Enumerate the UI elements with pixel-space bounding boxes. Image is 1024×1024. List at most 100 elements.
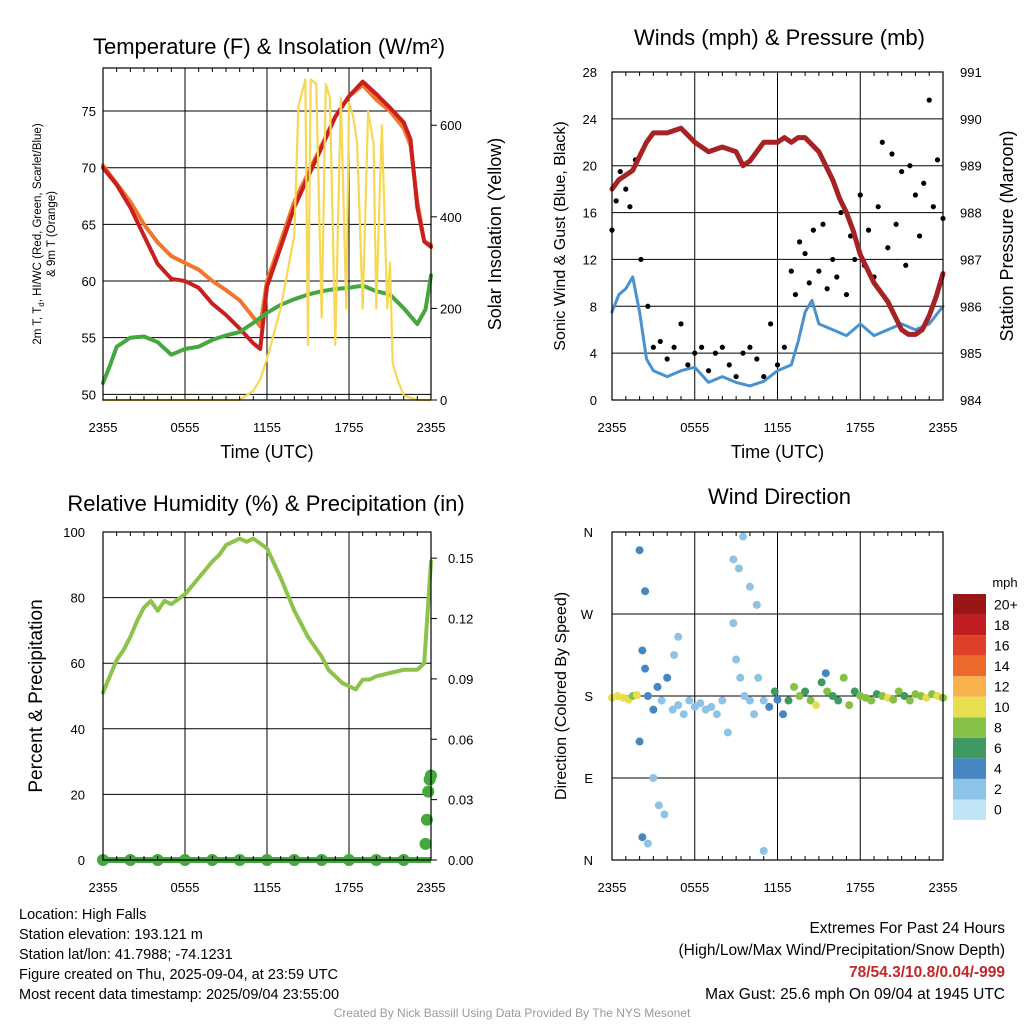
temperature-x-tick-label: 2355: [417, 420, 446, 435]
station-info: Location: High Falls Station elevation: …: [19, 905, 339, 1005]
winds-gust-point: [768, 321, 774, 327]
humidity-panel: 0 20 40 60 80 100 0.00 0.03 0.06 0.09 0.12 0.15 2355…: [26, 491, 473, 895]
direction-point: [823, 687, 832, 696]
direction-y-tick-label: E: [584, 771, 593, 786]
direction-point: [654, 801, 663, 810]
colorbar-label: 10: [994, 699, 1010, 715]
credit-line: Created By Nick Bassill Using Data Provi…: [333, 1006, 691, 1020]
winds-gust-point: [627, 204, 633, 210]
winds-gust-point: [796, 239, 803, 245]
winds-gust-point: [916, 233, 923, 239]
direction-point: [900, 692, 909, 700]
direction-point: [641, 587, 650, 596]
direction-point: [670, 651, 679, 659]
winds-gust-point: [726, 362, 732, 368]
humidity-x-tick-label: 2355: [417, 880, 446, 895]
winds-gust-point: [613, 198, 619, 204]
winds-title: Winds (mph) & Pressure (mb): [634, 25, 925, 50]
winds-right-tick-label: 991: [960, 65, 982, 80]
direction-point: [759, 696, 768, 705]
direction-point: [729, 555, 738, 564]
winds-gust-point: [788, 268, 794, 274]
temperature-series-2m-t: [101, 79, 433, 351]
temperature-title: Temperature (F) & Insolation (W/m²): [93, 34, 445, 59]
colorbar-swatch: [953, 635, 986, 656]
direction-point: [759, 846, 768, 855]
direction-point: [745, 582, 754, 591]
winds-gust-point: [834, 274, 840, 280]
direction-point: [889, 695, 898, 704]
humidity-x-tick-label: 1155: [253, 880, 281, 895]
colorbar-label: 0: [994, 802, 1002, 818]
temperature-y-axis-line2: & 9m T (Orange): [46, 191, 58, 277]
winds-gust-point: [712, 350, 719, 356]
colorbar-swatch: [953, 594, 986, 615]
direction-point: [712, 710, 721, 719]
colorbar-label: 20+: [994, 596, 1018, 612]
winds-right-tick-label: 986: [960, 299, 982, 314]
winds-gust-point: [754, 356, 760, 362]
temperature-right-tick-label: 400: [440, 210, 462, 225]
direction-point: [638, 646, 647, 655]
winds-gust-point: [907, 163, 913, 169]
direction-point: [668, 705, 677, 714]
colorbar-label: 4: [994, 761, 1002, 777]
colorbar-title: mph: [992, 575, 1017, 590]
winds-gust-point: [792, 291, 799, 298]
winds-gust-point: [830, 256, 836, 263]
direction-point: [754, 673, 763, 682]
direction-point: [641, 664, 650, 673]
colorbar-swatch: [953, 655, 986, 677]
winds-series-station-pressure: [609, 125, 946, 337]
colorbar-label: 16: [994, 637, 1010, 653]
winds-gust-point: [816, 268, 822, 274]
winds-gust-point: [852, 256, 858, 263]
temperature-right-tick-label: 600: [440, 118, 462, 133]
winds-gust-point: [802, 250, 808, 257]
extremes-heading: Extremes For Past 24 Hours: [809, 920, 1005, 937]
winds-y-tick-label: 0: [590, 393, 597, 408]
direction-point: [905, 696, 914, 705]
humidity-precip-point: [419, 837, 432, 850]
direction-panel: N E S W N 2355 0555 1155 1755 2355 Wind Direction D…: [553, 484, 1018, 895]
winds-gust-point: [903, 262, 909, 268]
winds-right-tick-label: 990: [960, 112, 982, 127]
winds-gust-point: [705, 368, 712, 374]
direction-point: [657, 696, 666, 705]
winds-gust-point: [843, 291, 850, 298]
winds-x-tick-label: 1155: [764, 420, 792, 435]
direction-x-tick-label: 2355: [929, 880, 958, 895]
recent-timestamp: Most recent data timestamp: 2025/09/04 2…: [19, 987, 340, 1003]
winds-gust-point: [719, 344, 725, 350]
winds-gust-point: [671, 344, 677, 350]
direction-point: [707, 702, 716, 711]
direction-point: [653, 682, 662, 691]
winds-gust-point: [806, 280, 812, 286]
temperature-x-tick-label: 2355: [89, 420, 118, 435]
direction-x-tick-label: 1755: [846, 880, 875, 895]
figure-created: Figure created on Thu, 2025-09-04, at 23…: [19, 967, 338, 983]
direction-point: [663, 673, 672, 682]
direction-point: [729, 619, 738, 628]
direction-point: [718, 696, 727, 705]
winds-gust-point: [921, 180, 927, 186]
winds-y-axis-label: Sonic Wind & Gust (Blue, Black): [552, 121, 569, 350]
temperature-y-axis-part: 2m T, T: [32, 307, 44, 345]
humidity-x-tick-label: 2355: [89, 880, 118, 895]
humidity-y-axis-label: Percent & Precipitation: [26, 599, 47, 792]
temperature-right-axis-label: Solar Insolation (Yellow): [485, 138, 505, 330]
direction-point: [817, 678, 826, 687]
humidity-right-tick-label: 0.09: [448, 672, 473, 687]
winds-plot-border: [611, 71, 944, 401]
humidity-y-tick-label: 0: [78, 853, 85, 868]
winds-gust-point: [645, 303, 651, 309]
winds-gust-point: [857, 192, 863, 198]
temperature-y-tick-label: 65: [82, 217, 96, 232]
colorbar-label: 8: [994, 720, 1002, 736]
winds-gust-point: [740, 350, 746, 356]
colorbar-label: 6: [994, 740, 1002, 756]
direction-point: [736, 673, 745, 682]
temperature-y-tick-label: 60: [82, 274, 96, 289]
direction-point: [674, 632, 683, 641]
winds-gust-point: [685, 362, 691, 368]
